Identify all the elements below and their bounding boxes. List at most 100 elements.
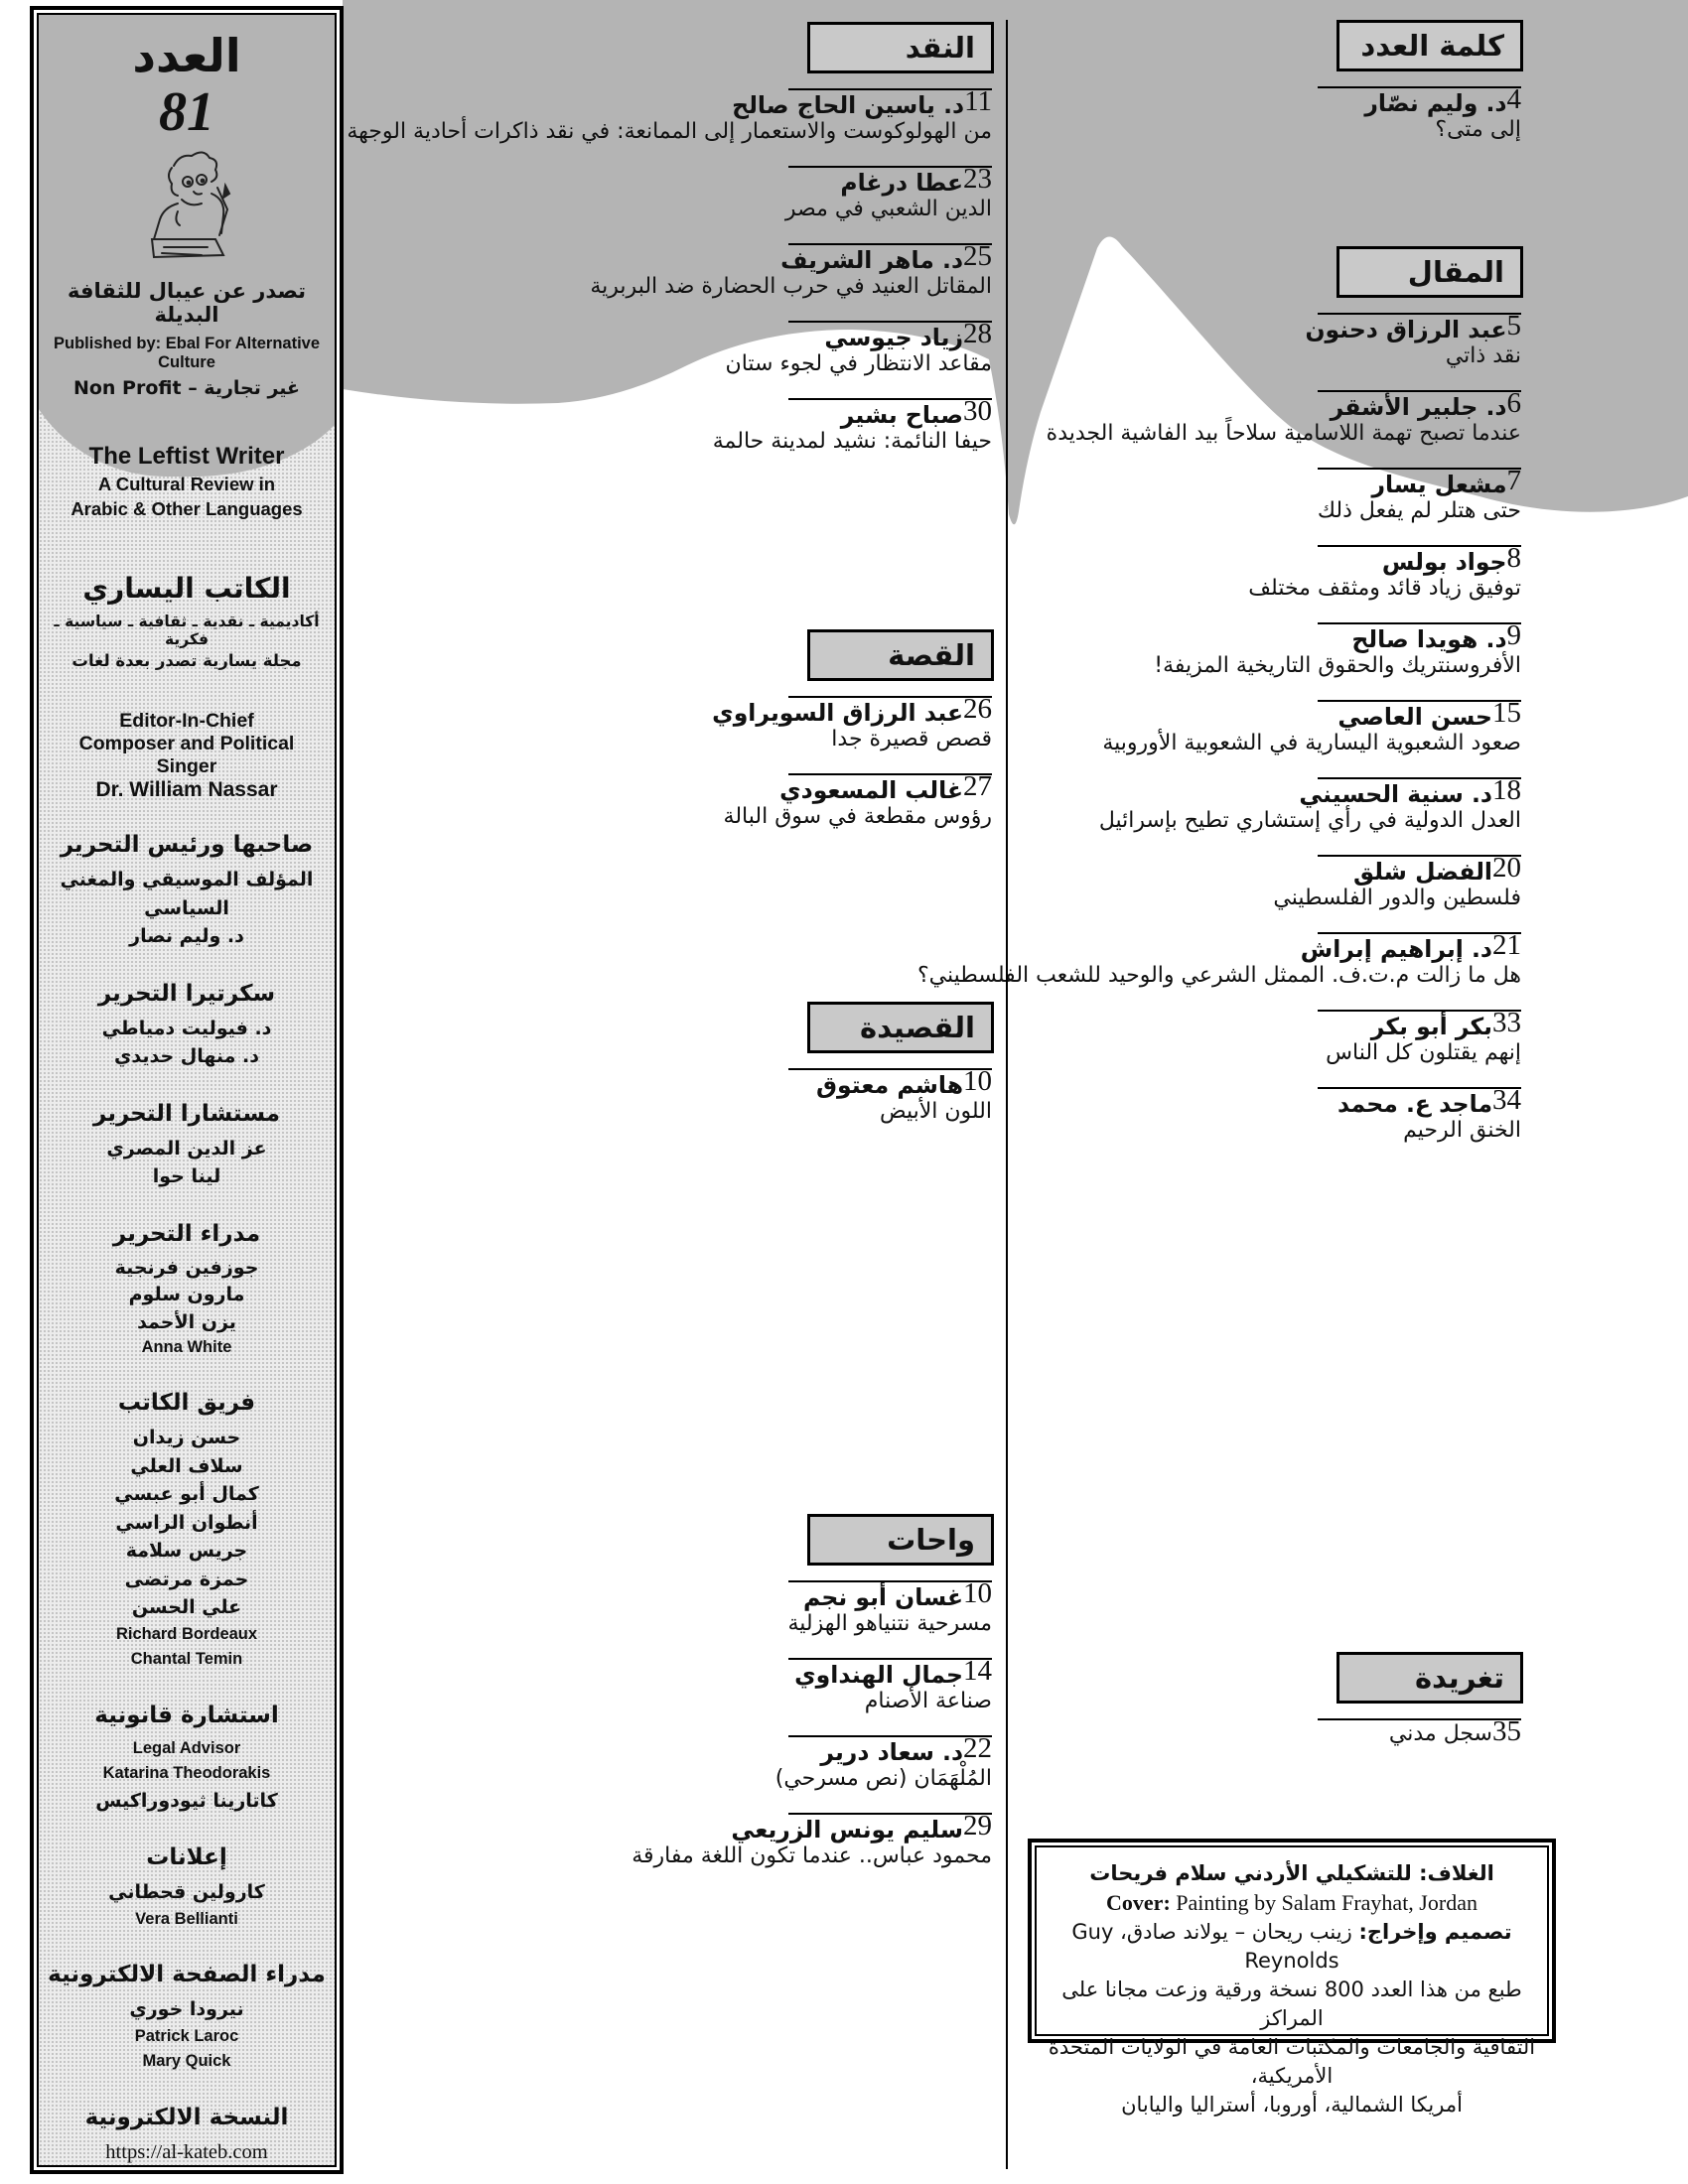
toc-entry: 6 د. جلبير الأشقر عندما تصبح تهمة اللاسامي… xyxy=(1033,389,1527,467)
magazine-subtitle-en-1: A Cultural Review in xyxy=(97,474,276,494)
sidebar-group-line: جريس سلامة xyxy=(125,1540,248,1563)
cover-credit-en: Cover: Painting by Salam Frayhat, Jordan xyxy=(1047,1888,1537,1918)
page-number: 35 xyxy=(1492,1715,1521,1747)
page-number: 7 xyxy=(1506,465,1522,496)
magazine-subtitle-en-2: Arabic & Other Languages xyxy=(70,498,303,519)
page-number-rule: 26 xyxy=(788,695,992,724)
toc-entry: 10 هاشم معتوق اللون الأبيض xyxy=(496,1067,998,1145)
page-number: 5 xyxy=(1506,310,1522,341)
toc-section: تغريدة 35 سجل مدني xyxy=(1033,1652,1527,1795)
sidebar-group: صاحبها ورئيس التحرير المؤلف الموسيقي والم… xyxy=(47,832,327,951)
sidebar-group: فريق الكاتب حسن زيدان سلاف العلي كمال أبو ع… xyxy=(47,1390,327,1673)
cover-credit-box: الغلاف: للتشكيلي الأردني سلام فريحات Cov… xyxy=(1028,1839,1556,2116)
page-number: 26 xyxy=(963,693,992,725)
sidebar-group-line: علي الحسن xyxy=(131,1596,242,1619)
toc-entry: 35 سجل مدني xyxy=(1033,1717,1527,1795)
page-number-rule: 28 xyxy=(788,320,992,348)
sidebar-group-line: Richard Bordeaux xyxy=(115,1624,258,1643)
toc-entry: 22 د. سعاد درير المُلْهَمَان (نص مسرحي) xyxy=(496,1734,998,1812)
sidebar-group-line: سلاف العلي xyxy=(130,1454,243,1477)
page-number: 33 xyxy=(1492,1007,1521,1038)
page-number: 11 xyxy=(964,85,992,117)
page-number: 22 xyxy=(963,1732,992,1764)
page-number: 10 xyxy=(963,1577,992,1609)
sidebar-group-line: كاتارينا ثيودوراكيس xyxy=(95,1789,278,1812)
toc-entry: 25 د. ماهر الشريف المقاتل العنيد في حرب ال… xyxy=(496,242,998,320)
entry-author: د. إبراهيم إبراش xyxy=(1300,935,1492,963)
toc-entry: 18 د. سنية الحسيني العدل الدولية في رأي إس… xyxy=(1033,776,1527,854)
sidebar-group-line: Mary Quick xyxy=(142,2052,231,2071)
entry-author: سليم يونس الزريعي xyxy=(731,1816,963,1843)
entry-author: جواد بولس xyxy=(1381,548,1507,576)
entry-author: الفضل شلق xyxy=(1353,858,1492,886)
page-number: 25 xyxy=(963,240,992,272)
toc-entry: 26 عبد الرزاق السويراوي قصص قصيرة جدا xyxy=(496,695,998,772)
sidebar-group-heading: النسخة الالكترونية xyxy=(84,2105,289,2130)
entry-author: د. ياسين الحاج صالح xyxy=(732,91,965,119)
page-number: 9 xyxy=(1506,619,1522,651)
page-number: 4 xyxy=(1506,83,1522,115)
sidebar-group: إعلانات كارولين قحطاني Vera Bellianti xyxy=(47,1844,327,1932)
cover-credit-ar: الغلاف: للتشكيلي الأردني سلام فريحات xyxy=(1089,1861,1494,1885)
page-number-rule: 25 xyxy=(788,242,992,271)
toc-entry: 23 عطا درغام الدين الشعبي في مصر xyxy=(496,165,998,242)
sidebar-group: مستشارا التحرير عز الدين المصري لينا حوا xyxy=(47,1101,327,1191)
page-number: 14 xyxy=(963,1655,992,1687)
sidebar-group: استشارة قانونية Legal Advisor Katarina The… xyxy=(47,1703,327,1816)
sidebar-group-line: د. منهال حديدي xyxy=(113,1045,260,1067)
sidebar-group-line: عز الدين المصري xyxy=(106,1137,267,1160)
entry-author: مشعل يسار xyxy=(1371,471,1507,498)
page-number: 15 xyxy=(1492,697,1521,729)
entry-title: هل ما زالت م.ت.ف. الممثل الشرعي والوحيد … xyxy=(916,963,1521,989)
design-text: زينب ريحان – يولاند صادق، Guy Reynolds xyxy=(1071,1920,1359,1974)
sidebar-group-heading: فريق الكاتب xyxy=(117,1390,256,1417)
toc-section: واحات 10 غسان أبو نجم مسرحية نتنياهو الهزلي… xyxy=(496,1514,998,1889)
entry-author: عبد الرزاق السويراوي xyxy=(712,699,963,727)
page-number-rule: 35 xyxy=(1318,1717,1521,1746)
page-number: 23 xyxy=(963,163,992,195)
entry-title: توفيق زياد قائد ومثقف مختلف xyxy=(1248,576,1521,602)
entry-title: الدين الشعبي في مصر xyxy=(784,197,992,222)
editor-in-chief-label: Editor-In-Chief xyxy=(119,710,254,732)
page-number-rule: 9 xyxy=(1318,621,1521,650)
page-number: 29 xyxy=(963,1810,992,1842)
entry-author: زياد جيوسي xyxy=(824,324,963,351)
page-number-rule: 10 xyxy=(788,1579,992,1608)
sidebar-group: النسخة الالكترونيةhttps://al-kateb.comE-… xyxy=(47,2105,327,2165)
entry-title: عندما تصبح تهمة اللاسامية سلاحاً بيد الف… xyxy=(1046,421,1521,447)
magazine-subtitle-ar-1: أكاديمية ـ نقدية ـ ثقافية ـ سياسية ـ فكر… xyxy=(54,613,320,648)
sidebar-group-line: Vera Bellianti xyxy=(135,1909,238,1928)
sidebar-group-line: حسن زيدان xyxy=(132,1427,241,1449)
print-note-1: طبع من هذا العدد 800 نسخة ورقية وزعت مجا… xyxy=(1061,1978,1522,2031)
page-number-rule: 7 xyxy=(1318,467,1521,495)
entry-author: صباح بشير xyxy=(840,401,963,429)
editor-role-label: Composer and Political Singer xyxy=(78,733,295,777)
page-number-rule: 34 xyxy=(1318,1086,1521,1115)
toc-entry: 30 صباح بشير حيفا النائمة: نشيد لمدينة حال… xyxy=(496,397,998,475)
sidebar-group-line: Patrick Laroc xyxy=(134,2026,239,2045)
page-number-rule: 22 xyxy=(788,1734,992,1763)
cover-credit-frame: الغلاف: للتشكيلي الأردني سلام فريحات Cov… xyxy=(1035,1845,1549,2116)
entry-title: قصص قصيرة جدا xyxy=(831,727,992,752)
page-number-rule: 23 xyxy=(788,165,992,194)
entry-author: د. ماهر الشريف xyxy=(780,246,963,274)
entry-title: الخنق الرحيم xyxy=(1403,1118,1521,1144)
sidebar-group-heading: سكرتيرا التحرير xyxy=(97,980,276,1007)
page-number: 6 xyxy=(1506,387,1522,419)
editor-name: Dr. William Nassar xyxy=(95,778,278,801)
cover-text-en: Painting by Salam Frayhat, Jordan xyxy=(1170,1889,1477,1915)
sidebar-group-line: Katarina Theodorakis xyxy=(102,1764,271,1783)
page-number-rule: 8 xyxy=(1318,544,1521,573)
sidebar-group-line: أنطوان الراسي xyxy=(115,1511,258,1534)
section-heading-box: تغريدة xyxy=(1336,1652,1523,1704)
page-number-rule: 30 xyxy=(788,397,992,426)
entry-title: اللون الأبيض xyxy=(880,1099,992,1125)
sidebar-group-line: https://al-kateb.com xyxy=(105,2141,268,2163)
toc-entry: 15 حسن العاصي صعود الشعبوية اليسارية في ال… xyxy=(1033,699,1527,776)
page-number-rule: 29 xyxy=(788,1812,992,1841)
entry-title: نقد ذاتي xyxy=(1445,343,1521,369)
sidebar-group-line: نيرودا خوري xyxy=(129,1998,244,2021)
page-number: 8 xyxy=(1506,542,1522,574)
entry-author: هاشم معتوق xyxy=(816,1071,963,1099)
non-profit-note: غير تجارية – Non Profit xyxy=(72,377,301,399)
